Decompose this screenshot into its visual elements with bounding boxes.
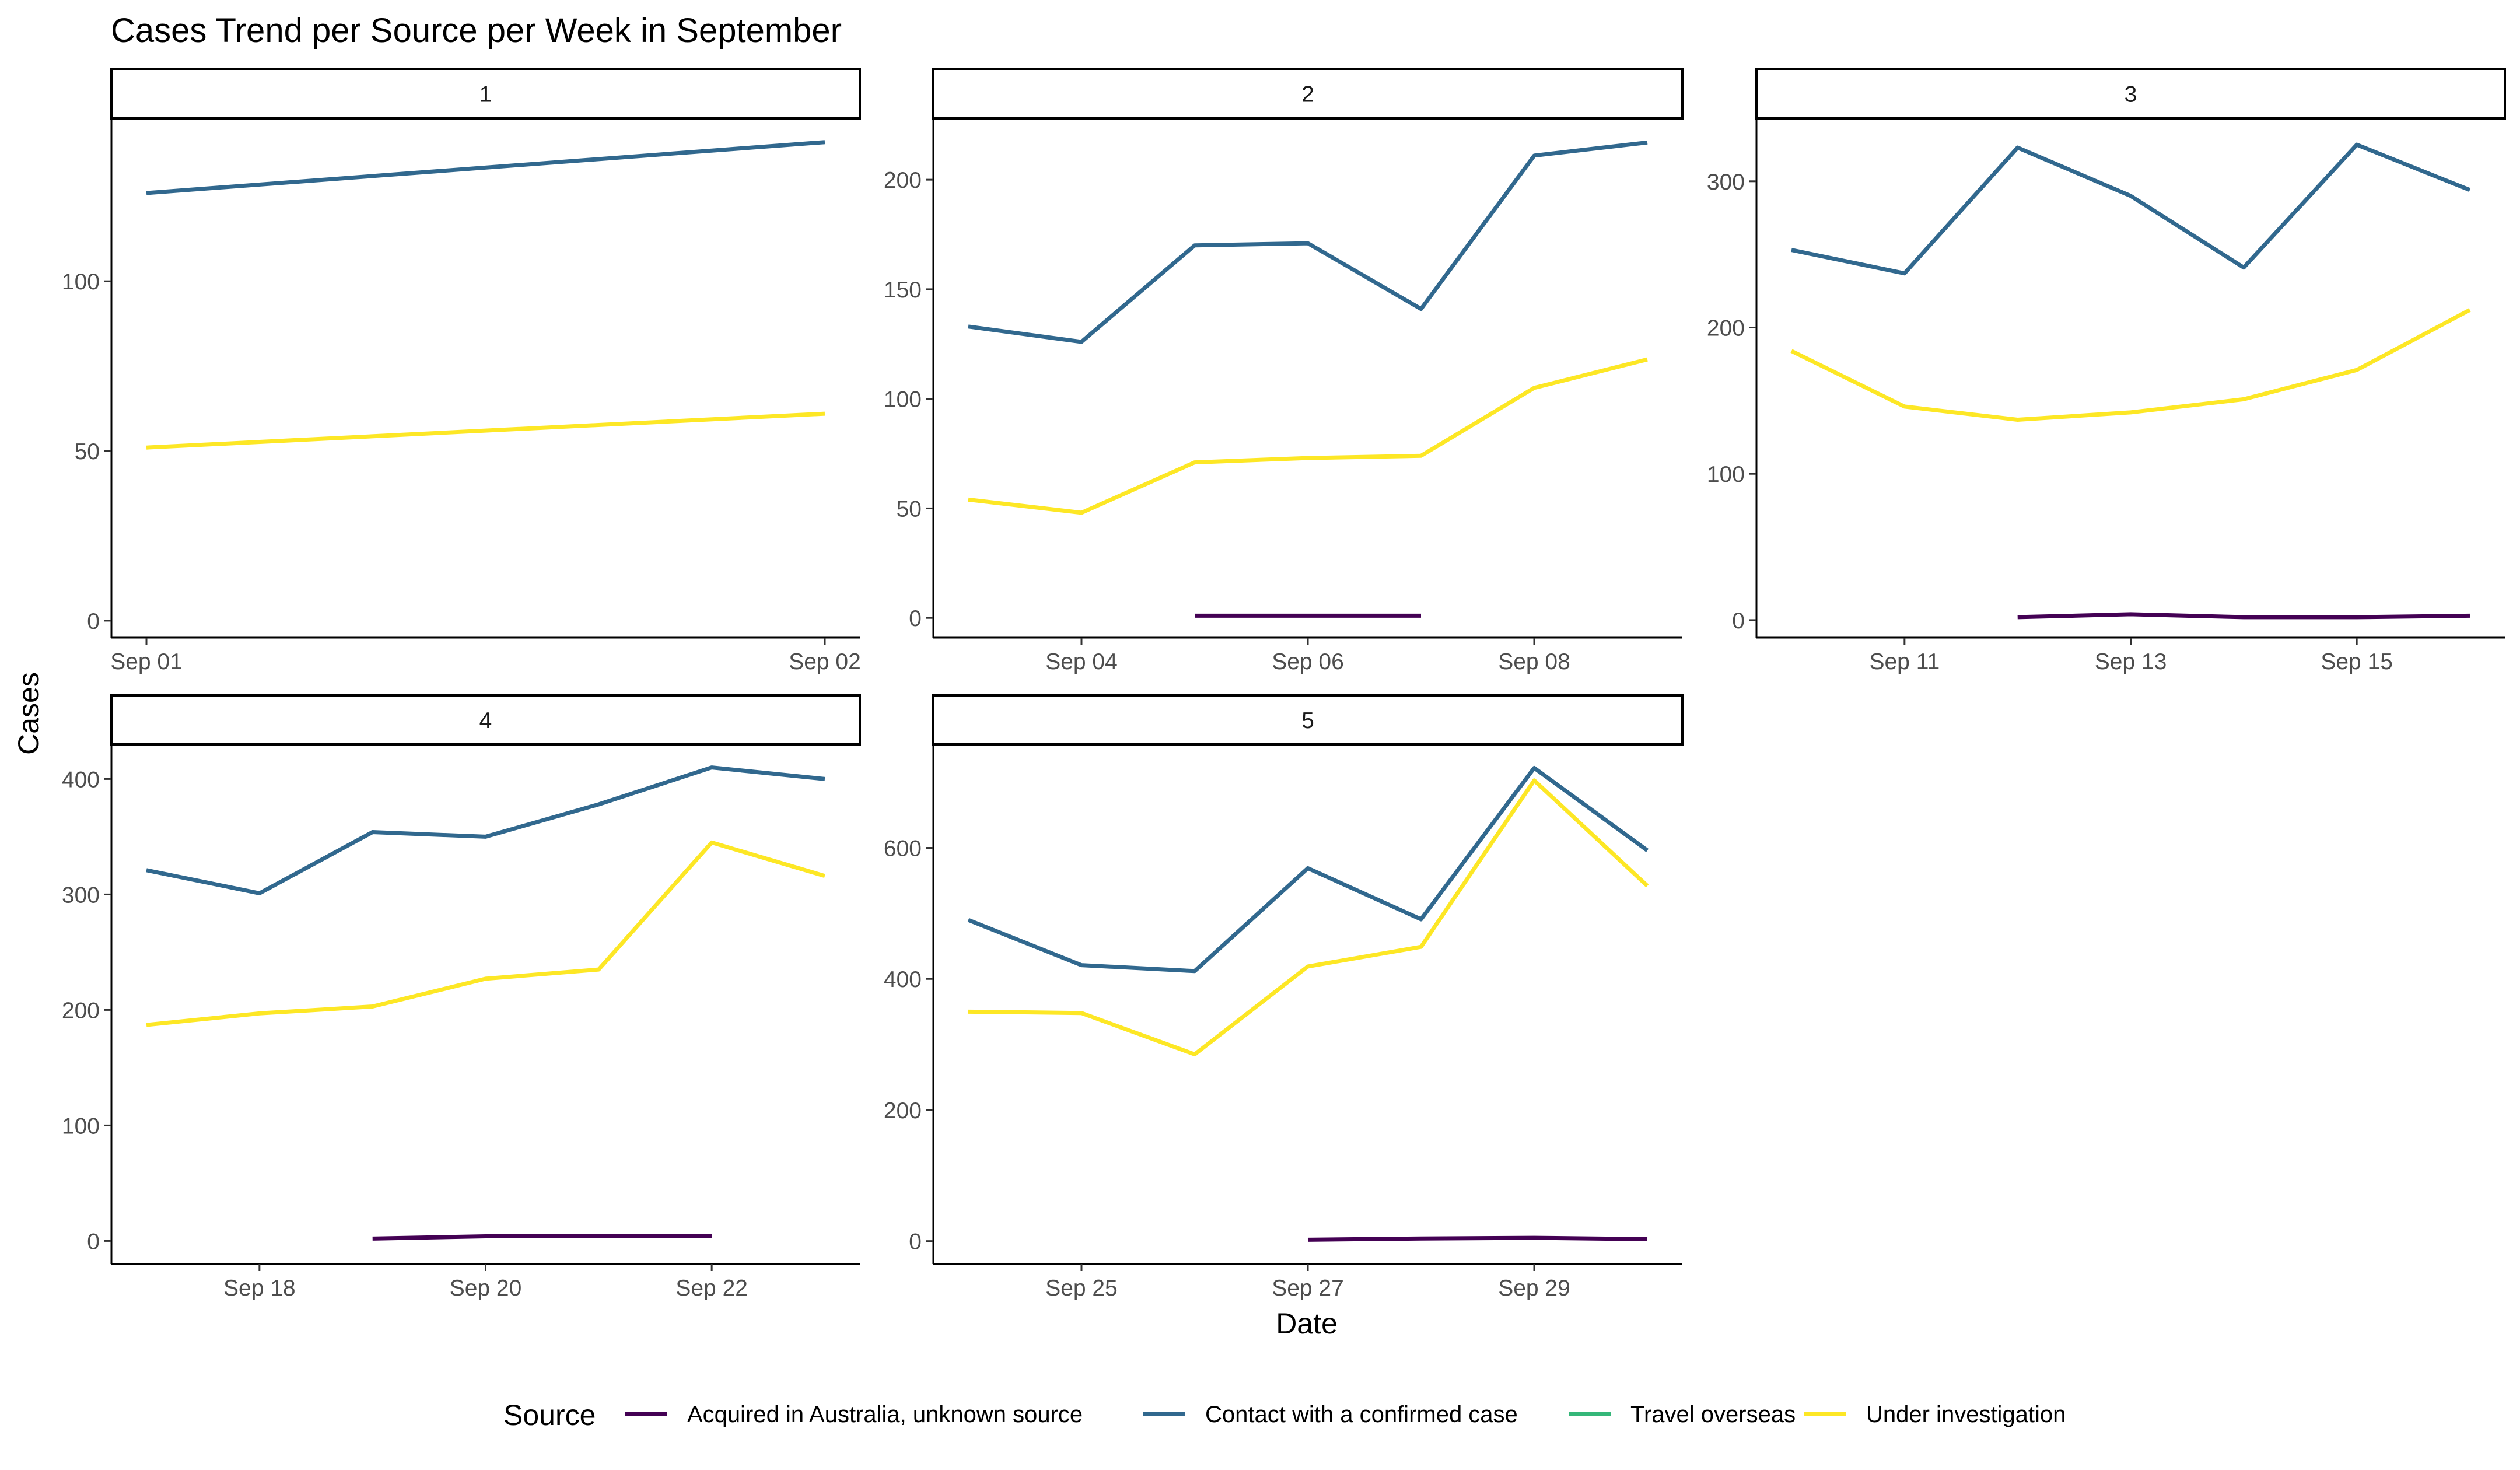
facet-panel-5: 5 0 200 400 600 Sep 25 Sep 27 Sep 29 [884,694,1684,1301]
series-line-acquired-in-australia-unknown-source [372,1234,712,1241]
y-tick-label: 100 [62,270,100,295]
y-tick-label: 50 [897,496,922,522]
legend-label: Under investigation [1866,1402,2066,1427]
x-tick-label: Sep 06 [1272,649,1344,674]
x-tick-label: Sep 08 [1498,649,1570,674]
x-tick-label: Sep 29 [1498,1276,1570,1301]
y-tick-label: 0 [909,1230,922,1255]
facet-panel-1: 1 0 50 100 Sep 01 Sep 02 [62,68,861,674]
y-tick-label: 200 [1707,316,1745,341]
y-tick-label: 300 [62,883,100,908]
series-line-under-investigation [1790,308,2471,422]
facet-panel-4: 4 0 100 200 300 400 Sep 18 Sep 20 Sep 22 [62,694,861,1301]
facet-strip-label: 3 [2124,82,2137,107]
y-tick-label: 0 [87,609,100,634]
legend-item-under-investigation: Under investigation [1804,1402,2066,1427]
series-line-contact-with-a-confirmed-case [967,765,1649,974]
y-tick-label: 50 [75,439,100,464]
y-tick-label: 200 [884,1098,922,1124]
y-tick-label: 0 [1732,608,1745,634]
x-tick-label: Sep 25 [1045,1276,1118,1301]
x-tick-label: Sep 11 [1869,649,1940,674]
x-axis-title: Date [1276,1307,1338,1340]
series-line-acquired-in-australia-unknown-source [1307,1236,1648,1242]
y-tick-label: 200 [62,998,100,1023]
x-tick-label: Sep 02 [789,649,861,674]
x-tick-label: Sep 01 [110,649,183,674]
facet-strip [932,694,1684,746]
x-tick-label: Sep 04 [1045,649,1118,674]
series-line-contact-with-a-confirmed-case [146,765,825,895]
series-line-contact-with-a-confirmed-case [146,140,825,195]
facet-strip-label: 2 [1301,82,1314,107]
legend-label: Contact with a confirmed case [1205,1402,1518,1427]
y-tick-label: 200 [884,168,922,193]
facet-strip [110,68,861,120]
y-tick-label: 100 [62,1114,100,1139]
facet-strip [932,68,1684,120]
y-tick-label: 600 [884,836,922,862]
x-tick-label: Sep 22 [676,1276,748,1301]
y-axis-title: Cases [12,672,45,755]
facet-strip [1755,68,2506,120]
y-tick-label: 300 [1707,170,1745,195]
facet-strip [110,694,861,746]
y-tick-label: 400 [884,967,922,992]
legend: Source Acquired in Australia, unknown so… [503,1399,2066,1432]
legend-title: Source [503,1399,596,1432]
y-tick-label: 0 [909,606,922,631]
y-tick-label: 400 [62,767,100,792]
y-tick-label: 0 [87,1229,100,1254]
series-line-under-investigation [968,778,1649,1056]
x-tick-label: Sep 15 [2320,649,2393,674]
series-line-contact-with-a-confirmed-case [1791,142,2471,276]
y-tick-label: 100 [1707,462,1745,487]
series-line-acquired-in-australia-unknown-source [2017,612,2470,620]
x-tick-label: Sep 20 [450,1276,522,1301]
x-tick-label: Sep 18 [223,1276,296,1301]
y-tick-label: 150 [884,278,922,303]
facet-strip-label: 4 [480,708,492,733]
facet-strip-label: 5 [1301,708,1314,733]
legend-label: Acquired in Australia, unknown source [687,1402,1083,1427]
facet-panel-3: 3 0 100 200 300 Sep 11 Sep 13 Sep 15 [1707,68,2506,674]
series-line-under-investigation [146,840,825,1027]
x-tick-label: Sep 27 [1272,1276,1344,1301]
legend-item-contact-with-a-confirmed-case: Contact with a confirmed case [1143,1402,1518,1427]
facet-panel-2: 2 0 50 100 150 200 Sep 04 Sep 06 Sep 08 [884,68,1684,674]
series-line-under-investigation [968,357,1648,515]
chart-title: Cases Trend per Source per Week in Septe… [111,12,842,50]
facet-strip-label: 1 [480,82,492,107]
x-tick-label: Sep 13 [2095,649,2167,674]
legend-label: Travel overseas [1630,1402,1796,1427]
y-tick-label: 100 [884,387,922,412]
series-line-under-investigation [146,411,825,450]
series-line-contact-with-a-confirmed-case [968,140,1648,344]
legend-item-travel-overseas: Travel overseas [1569,1402,1796,1427]
legend-item-acquired-in-australia-unknown-source: Acquired in Australia, unknown source [625,1402,1083,1427]
